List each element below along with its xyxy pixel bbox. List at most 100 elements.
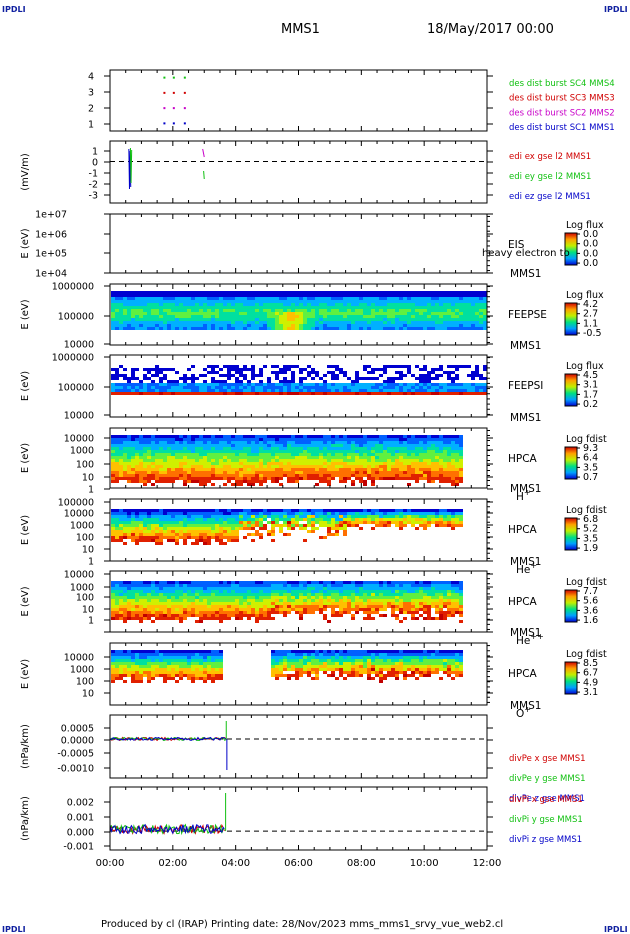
- heatmap-cell: [307, 530, 311, 533]
- heatmap-cell: [383, 365, 387, 368]
- heatmap-cell: [147, 392, 151, 395]
- heatmap-cell: [223, 327, 227, 330]
- heatmap-cell: [339, 584, 343, 587]
- heatmap-cell: [267, 462, 271, 465]
- heatmap-cell: [339, 444, 343, 447]
- heatmap-cell: [363, 377, 367, 380]
- heatmap-cell: [203, 438, 207, 441]
- heatmap-cell: [335, 447, 339, 450]
- heatmap-cell: [195, 468, 199, 471]
- heatmap-cell: [315, 300, 319, 303]
- heatmap-cell: [159, 294, 163, 297]
- heatmap-cell: [139, 462, 143, 465]
- heatmap-cell: [331, 584, 335, 587]
- heatmap-cell: [123, 297, 127, 300]
- heatmap-cell: [207, 590, 211, 593]
- heatmap-cell: [123, 294, 127, 297]
- heatmap-cell: [407, 596, 411, 599]
- heatmap-cell: [307, 297, 311, 300]
- heatmap-cell: [327, 518, 331, 521]
- heatmap-cell: [467, 365, 471, 368]
- heatmap-cell: [203, 605, 207, 608]
- heatmap-cell: [419, 477, 423, 480]
- heatmap-cell: [179, 611, 183, 614]
- heatmap-cell: [455, 477, 459, 480]
- heatmap-cell: [399, 450, 403, 453]
- heatmap-cell: [243, 480, 247, 483]
- heatmap-cell: [111, 590, 115, 593]
- heatmap-cell: [435, 593, 439, 596]
- heatmap-cell: [335, 321, 339, 324]
- heatmap-cell: [127, 459, 131, 462]
- heatmap-cell: [135, 383, 139, 386]
- heatmap-cell: [115, 474, 119, 477]
- heatmap-cell: [255, 605, 259, 608]
- heatmap-cell: [211, 380, 215, 383]
- heatmap-cell: [423, 450, 427, 453]
- heatmap-cell: [255, 509, 259, 512]
- heatmap-cell: [155, 392, 159, 395]
- heatmap-cell: [323, 380, 327, 383]
- heatmap-cell: [143, 518, 147, 521]
- heatmap-cell: [399, 512, 403, 515]
- heatmap-cell: [275, 474, 279, 477]
- heatmap-cell: [279, 524, 283, 527]
- heatmap-cell: [123, 312, 127, 315]
- heatmap-cell: [383, 477, 387, 480]
- heatmap-cell: [375, 512, 379, 515]
- heatmap-cell: [243, 614, 247, 617]
- heatmap-cell: [195, 521, 199, 524]
- heatmap-cell: [195, 515, 199, 518]
- heatmap-cell: [259, 590, 263, 593]
- heatmap-cell: [415, 315, 419, 318]
- heatmap-cell: [403, 300, 407, 303]
- heatmap-cell: [191, 447, 195, 450]
- heatmap-cell: [403, 617, 407, 620]
- heatmap-cell: [179, 596, 183, 599]
- heatmap-cell: [295, 599, 299, 602]
- heatmap-cell: [411, 306, 415, 309]
- heatmap-cell: [207, 602, 211, 605]
- heatmap-cell: [359, 471, 363, 474]
- heatmap-cell: [199, 450, 203, 453]
- heatmap-cell: [167, 468, 171, 471]
- heatmap-cell: [227, 389, 231, 392]
- heatmap-cell: [355, 380, 359, 383]
- heatmap-cell: [127, 587, 131, 590]
- heatmap-cell: [159, 309, 163, 312]
- heatmap-cell: [391, 435, 395, 438]
- heatmap-cell: [359, 521, 363, 524]
- heatmap-cell: [467, 392, 471, 395]
- heatmap-cell: [251, 435, 255, 438]
- heatmap-cell: [387, 465, 391, 468]
- heatmap-cell: [235, 371, 239, 374]
- heatmap-cell: [151, 584, 155, 587]
- heatmap-cell: [235, 294, 239, 297]
- heatmap-cell: [395, 590, 399, 593]
- heatmap-cell: [231, 509, 235, 512]
- heatmap-cell: [183, 524, 187, 527]
- heatmap-cell: [171, 312, 175, 315]
- heatmap-cell: [243, 297, 247, 300]
- heatmap-cell: [175, 441, 179, 444]
- heatmap-cell: [367, 509, 371, 512]
- heatmap-cell: [335, 527, 339, 530]
- heatmap-cell: [135, 435, 139, 438]
- heatmap-cell: [175, 593, 179, 596]
- heatmap-cell: [219, 368, 223, 371]
- heatmap-cell: [143, 453, 147, 456]
- heatmap-cell: [175, 327, 179, 330]
- heatmap-cell: [227, 539, 231, 542]
- heatmap-cell: [423, 471, 427, 474]
- heatmap-cell: [307, 392, 311, 395]
- heatmap-cell: [319, 312, 323, 315]
- heatmap-cell: [251, 377, 255, 380]
- heatmap-cell: [459, 459, 463, 462]
- heatmap-cell: [435, 590, 439, 593]
- heatmap-cell: [331, 614, 335, 617]
- heatmap-cell: [183, 611, 187, 614]
- heatmap-cell: [155, 389, 159, 392]
- heatmap-cell: [259, 599, 263, 602]
- heatmap-cell: [159, 590, 163, 593]
- heatmap-cell: [287, 438, 291, 441]
